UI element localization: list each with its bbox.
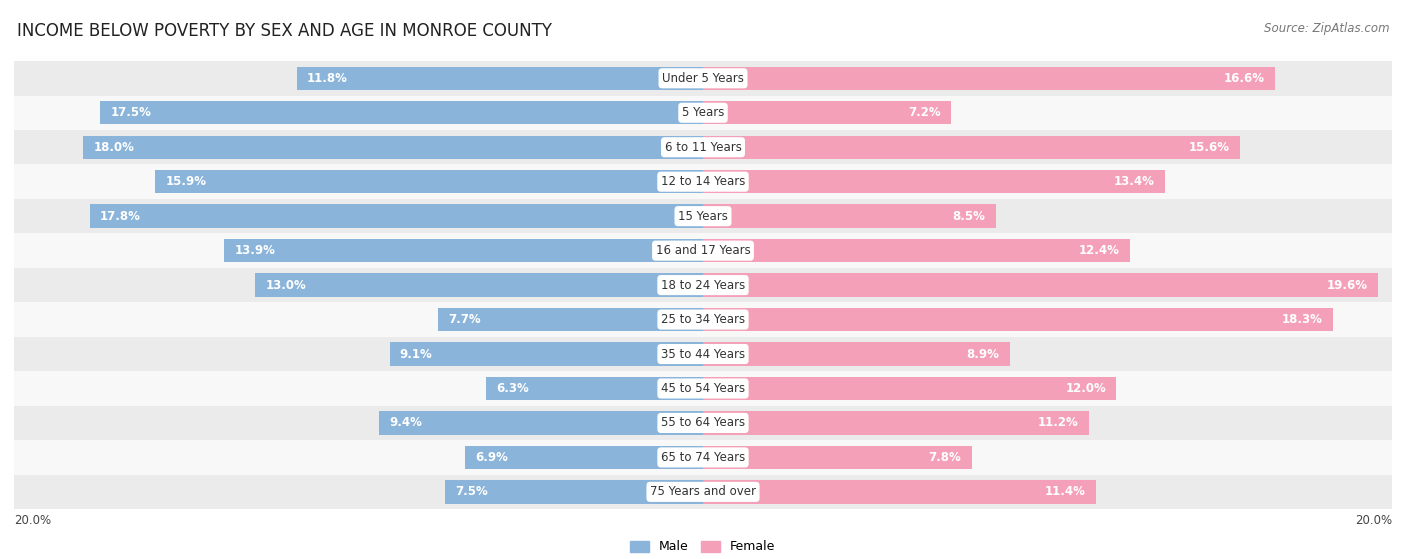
Text: 19.6%: 19.6% [1327,278,1368,292]
Bar [380,411,703,435]
Bar [703,446,972,469]
Bar [444,480,703,504]
Bar [389,342,703,366]
Text: 13.9%: 13.9% [235,244,276,257]
Text: 6 to 11 Years: 6 to 11 Years [665,141,741,154]
Text: 18.0%: 18.0% [93,141,134,154]
Bar [703,308,1333,331]
Bar [256,273,703,297]
Text: 11.2%: 11.2% [1038,416,1078,429]
Text: 9.1%: 9.1% [399,348,433,361]
Bar [703,135,1240,159]
Bar [465,446,703,469]
Text: 18.3%: 18.3% [1282,313,1323,326]
Text: 16 and 17 Years: 16 and 17 Years [655,244,751,257]
Text: 8.9%: 8.9% [966,348,1000,361]
Bar [703,480,1095,504]
Bar [14,268,1392,302]
Text: 75 Years and over: 75 Years and over [650,485,756,499]
Bar [703,170,1164,193]
Bar [14,440,1392,475]
Bar [703,342,1010,366]
Bar [14,337,1392,371]
Text: 17.5%: 17.5% [111,106,152,119]
Bar [703,377,1116,400]
Text: 12 to 14 Years: 12 to 14 Years [661,175,745,188]
Text: 16.6%: 16.6% [1223,72,1264,85]
Text: 13.0%: 13.0% [266,278,307,292]
Text: 25 to 34 Years: 25 to 34 Years [661,313,745,326]
Bar [486,377,703,400]
Legend: Male, Female: Male, Female [626,536,780,558]
Bar [703,273,1378,297]
Bar [703,205,995,228]
Text: 55 to 64 Years: 55 to 64 Years [661,416,745,429]
Text: 13.4%: 13.4% [1114,175,1154,188]
Text: 12.0%: 12.0% [1066,382,1107,395]
Text: 15 Years: 15 Years [678,210,728,222]
Text: 5 Years: 5 Years [682,106,724,119]
Bar [14,130,1392,164]
Text: 6.9%: 6.9% [475,451,509,464]
Bar [14,475,1392,509]
Text: 17.8%: 17.8% [100,210,141,222]
Text: 20.0%: 20.0% [1355,514,1392,527]
Bar [14,199,1392,234]
Bar [703,239,1130,262]
Text: 9.4%: 9.4% [389,416,422,429]
Bar [437,308,703,331]
Bar [14,164,1392,199]
Text: Under 5 Years: Under 5 Years [662,72,744,85]
Text: 8.5%: 8.5% [953,210,986,222]
Bar [14,96,1392,130]
Text: 7.7%: 7.7% [449,313,481,326]
Text: 12.4%: 12.4% [1078,244,1119,257]
Bar [90,205,703,228]
Text: 15.9%: 15.9% [166,175,207,188]
Text: 7.8%: 7.8% [928,451,962,464]
Text: 15.6%: 15.6% [1189,141,1230,154]
Text: 18 to 24 Years: 18 to 24 Years [661,278,745,292]
Text: 7.5%: 7.5% [456,485,488,499]
Bar [703,411,1088,435]
Text: 11.4%: 11.4% [1045,485,1085,499]
Bar [83,135,703,159]
Text: 65 to 74 Years: 65 to 74 Years [661,451,745,464]
Text: 11.8%: 11.8% [307,72,347,85]
Bar [155,170,703,193]
Text: 7.2%: 7.2% [908,106,941,119]
Bar [703,101,950,125]
Text: 6.3%: 6.3% [496,382,529,395]
Bar [14,61,1392,96]
Bar [14,406,1392,440]
Text: 20.0%: 20.0% [14,514,51,527]
Text: 45 to 54 Years: 45 to 54 Years [661,382,745,395]
Text: INCOME BELOW POVERTY BY SEX AND AGE IN MONROE COUNTY: INCOME BELOW POVERTY BY SEX AND AGE IN M… [17,22,553,40]
Bar [14,371,1392,406]
Bar [14,302,1392,337]
Text: 35 to 44 Years: 35 to 44 Years [661,348,745,361]
Bar [14,234,1392,268]
Bar [100,101,703,125]
Text: Source: ZipAtlas.com: Source: ZipAtlas.com [1264,22,1389,35]
Bar [703,67,1275,90]
Bar [224,239,703,262]
Bar [297,67,703,90]
